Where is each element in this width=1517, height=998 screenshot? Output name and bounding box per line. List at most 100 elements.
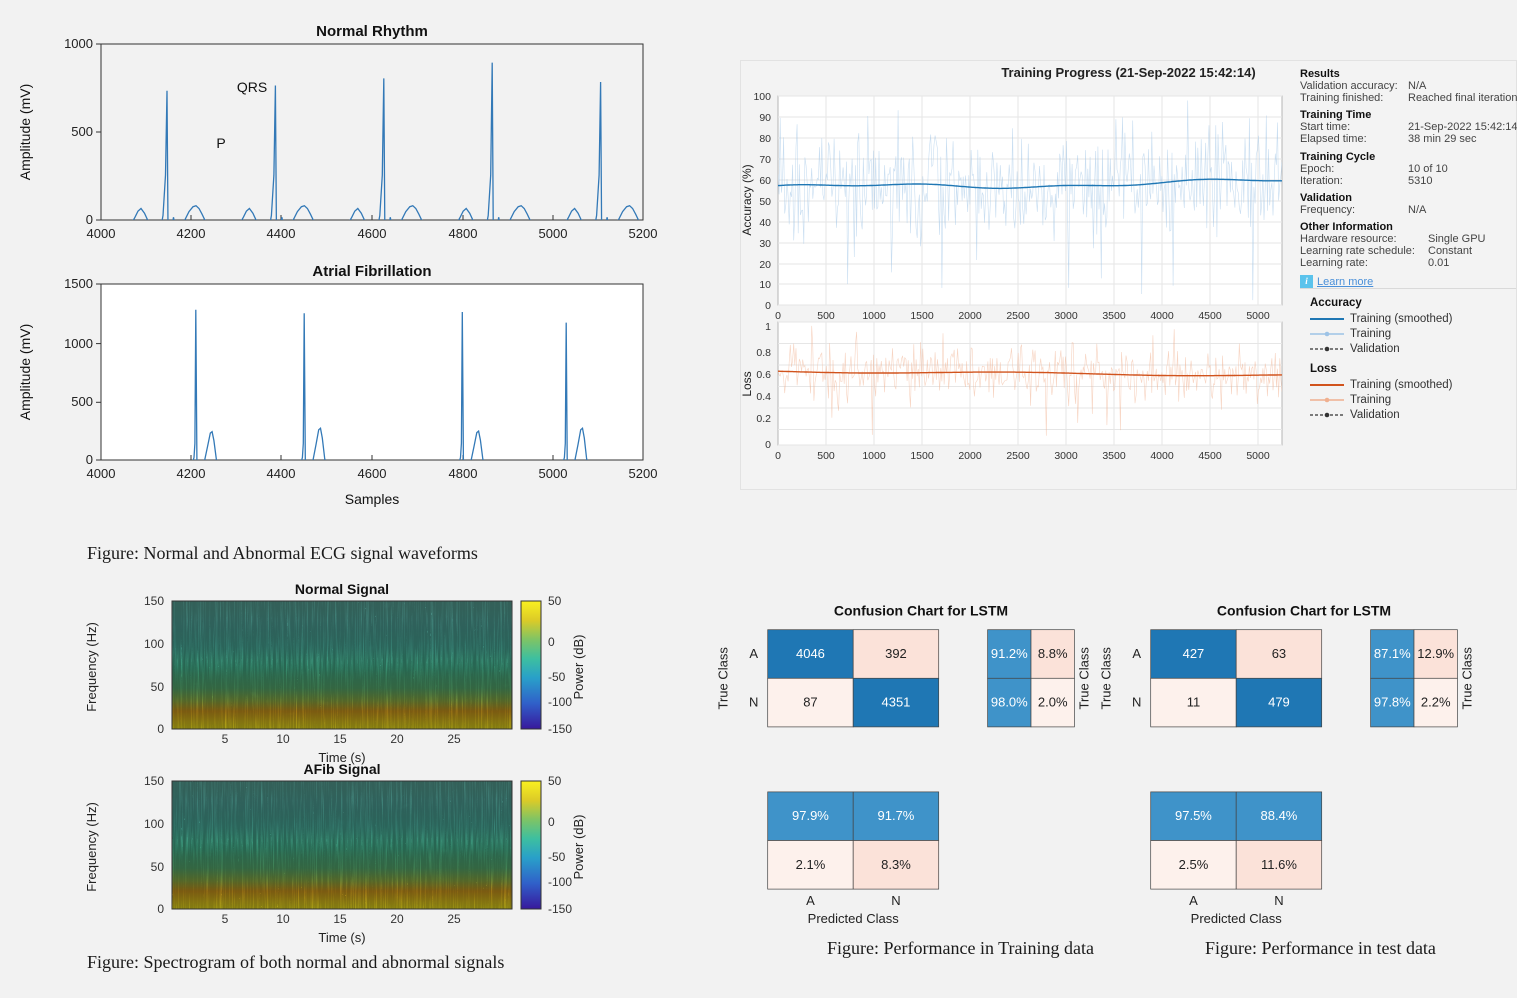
svg-text:Amplitude (mV): Amplitude (mV) (17, 324, 33, 420)
svg-text:0.6: 0.6 (756, 369, 771, 381)
svg-text:40: 40 (759, 217, 771, 229)
svg-text:10: 10 (276, 732, 290, 746)
svg-text:97.5%: 97.5% (1175, 808, 1212, 823)
svg-text:70: 70 (759, 154, 771, 166)
svg-text:4351: 4351 (881, 695, 910, 710)
svg-text:0: 0 (548, 635, 555, 649)
svg-text:True Class: True Class (1076, 647, 1091, 710)
svg-text:N: N (1132, 695, 1141, 710)
svg-text:4000: 4000 (87, 466, 116, 481)
svg-text:Confusion Chart for LSTM: Confusion Chart for LSTM (1217, 603, 1391, 619)
svg-text:-50: -50 (548, 670, 566, 684)
svg-text:AFib Signal: AFib Signal (304, 761, 381, 777)
svg-text:True Class: True Class (716, 647, 731, 710)
svg-text:91.2%: 91.2% (991, 646, 1028, 661)
svg-text:-100: -100 (548, 875, 572, 889)
svg-text:1000: 1000 (64, 336, 93, 351)
svg-text:-150: -150 (548, 722, 572, 736)
svg-text:63: 63 (1272, 646, 1286, 661)
svg-text:2000: 2000 (958, 450, 982, 462)
svg-text:98.0%: 98.0% (991, 695, 1028, 710)
svg-text:4500: 4500 (1198, 450, 1222, 462)
svg-text:0.8: 0.8 (756, 347, 771, 359)
svg-text:4600: 4600 (358, 226, 387, 241)
svg-text:30: 30 (759, 238, 771, 250)
svg-text:4800: 4800 (449, 226, 478, 241)
svg-text:91.7%: 91.7% (878, 808, 915, 823)
svg-text:8.3%: 8.3% (881, 857, 911, 872)
svg-text:80: 80 (759, 133, 771, 145)
svg-text:25: 25 (447, 732, 461, 746)
svg-text:4400: 4400 (267, 466, 296, 481)
svg-text:Frequency (Hz): Frequency (Hz) (84, 802, 99, 892)
svg-text:50: 50 (151, 680, 165, 694)
svg-text:0: 0 (765, 439, 771, 451)
svg-text:1500: 1500 (910, 450, 934, 462)
svg-text:5200: 5200 (629, 226, 658, 241)
svg-text:100: 100 (144, 817, 164, 831)
svg-text:QRS: QRS (237, 79, 267, 95)
svg-text:10: 10 (759, 279, 771, 291)
svg-text:500: 500 (71, 124, 93, 139)
svg-text:150: 150 (144, 774, 164, 788)
svg-text:8.8%: 8.8% (1038, 646, 1068, 661)
svg-text:P: P (216, 135, 225, 151)
svg-text:2.0%: 2.0% (1038, 695, 1068, 710)
svg-text:Predicted Class: Predicted Class (808, 911, 900, 926)
svg-text:15: 15 (333, 732, 347, 746)
svg-text:5000: 5000 (539, 226, 568, 241)
svg-text:479: 479 (1268, 695, 1290, 710)
svg-text:N: N (1274, 893, 1283, 908)
svg-text:11.6%: 11.6% (1261, 857, 1297, 872)
svg-text:Amplitude (mV): Amplitude (mV) (17, 84, 33, 180)
svg-text:A: A (1132, 646, 1141, 661)
svg-text:0.4: 0.4 (756, 391, 771, 403)
svg-text:4000: 4000 (1150, 450, 1174, 462)
svg-text:88.4%: 88.4% (1261, 808, 1298, 823)
svg-text:1000: 1000 (862, 450, 886, 462)
svg-text:A: A (1189, 893, 1198, 908)
svg-text:3000: 3000 (1054, 450, 1078, 462)
svg-text:Confusion Chart for LSTM: Confusion Chart for LSTM (834, 603, 1008, 619)
svg-text:4400: 4400 (267, 226, 296, 241)
svg-text:20: 20 (390, 912, 404, 926)
svg-text:4046: 4046 (796, 646, 825, 661)
svg-text:True Class: True Class (1099, 647, 1114, 710)
svg-text:1500: 1500 (64, 276, 93, 291)
svg-text:Atrial Fibrillation: Atrial Fibrillation (312, 263, 431, 280)
svg-text:True Class: True Class (1459, 647, 1474, 710)
svg-text:0: 0 (157, 722, 164, 736)
svg-text:5000: 5000 (539, 466, 568, 481)
svg-text:50: 50 (151, 860, 165, 874)
svg-text:3500: 3500 (1102, 450, 1126, 462)
svg-text:Loss: Loss (740, 371, 754, 396)
svg-text:90: 90 (759, 112, 771, 124)
svg-text:392: 392 (885, 646, 907, 661)
svg-text:87: 87 (803, 695, 817, 710)
svg-text:Samples: Samples (345, 491, 399, 507)
svg-text:4600: 4600 (358, 466, 387, 481)
svg-text:12.9%: 12.9% (1417, 646, 1454, 661)
svg-text:100: 100 (144, 637, 164, 651)
svg-text:1000: 1000 (64, 36, 93, 51)
svg-text:0: 0 (157, 902, 164, 916)
svg-text:A: A (749, 646, 758, 661)
svg-text:25: 25 (447, 912, 461, 926)
svg-text:Normal Rhythm: Normal Rhythm (316, 23, 428, 40)
svg-text:100: 100 (753, 91, 771, 103)
svg-text:427: 427 (1183, 646, 1205, 661)
svg-text:10: 10 (276, 912, 290, 926)
svg-text:2.1%: 2.1% (796, 857, 826, 872)
svg-text:50: 50 (548, 774, 562, 788)
svg-text:60: 60 (759, 175, 771, 187)
svg-text:0.2: 0.2 (756, 413, 771, 425)
svg-text:Accuracy (%): Accuracy (%) (740, 164, 754, 235)
svg-text:1: 1 (765, 321, 771, 333)
svg-text:5200: 5200 (629, 466, 658, 481)
svg-text:4800: 4800 (449, 466, 478, 481)
svg-text:87.1%: 87.1% (1374, 646, 1411, 661)
svg-text:15: 15 (333, 912, 347, 926)
svg-text:Predicted Class: Predicted Class (1191, 911, 1283, 926)
svg-text:4200: 4200 (177, 466, 206, 481)
svg-text:-50: -50 (548, 850, 566, 864)
